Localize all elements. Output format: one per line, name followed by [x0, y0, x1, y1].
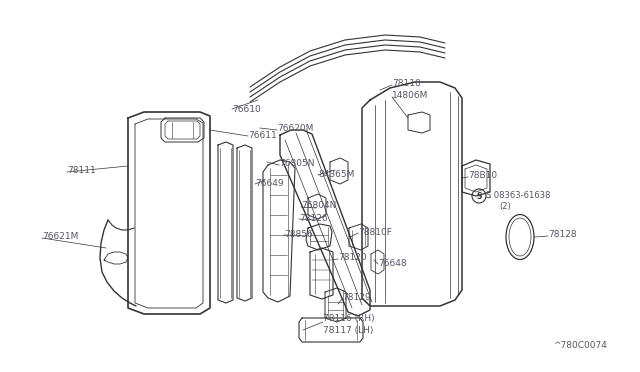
Text: 76648: 76648	[378, 259, 406, 267]
Text: 76621M: 76621M	[42, 231, 78, 241]
Text: 76620M: 76620M	[277, 124, 314, 132]
Text: 76804N: 76804N	[301, 201, 337, 209]
Text: 76649: 76649	[255, 179, 284, 187]
Text: 78116 (RH): 78116 (RH)	[323, 314, 374, 324]
Text: 76610: 76610	[232, 105, 260, 113]
Text: S 08363-61638: S 08363-61638	[486, 190, 550, 199]
Text: 76611: 76611	[248, 131, 276, 140]
Text: 76805N: 76805N	[279, 158, 314, 167]
Text: S: S	[476, 192, 482, 201]
Text: 84365M: 84365M	[318, 170, 355, 179]
Text: 78856: 78856	[284, 230, 313, 238]
Text: 78110: 78110	[392, 78, 420, 87]
Text: 78117 (LH): 78117 (LH)	[323, 326, 373, 334]
Text: 78120: 78120	[338, 253, 367, 263]
Text: 78129: 78129	[342, 294, 371, 302]
Text: 78128: 78128	[548, 230, 577, 238]
Text: ^780C0074: ^780C0074	[553, 340, 607, 350]
Text: 78B10: 78B10	[468, 170, 497, 180]
Text: (2): (2)	[499, 202, 511, 211]
Text: 78126: 78126	[299, 214, 328, 222]
Text: 78111: 78111	[67, 166, 96, 174]
Text: 78810F: 78810F	[358, 228, 392, 237]
Text: 14806M: 14806M	[392, 90, 428, 99]
